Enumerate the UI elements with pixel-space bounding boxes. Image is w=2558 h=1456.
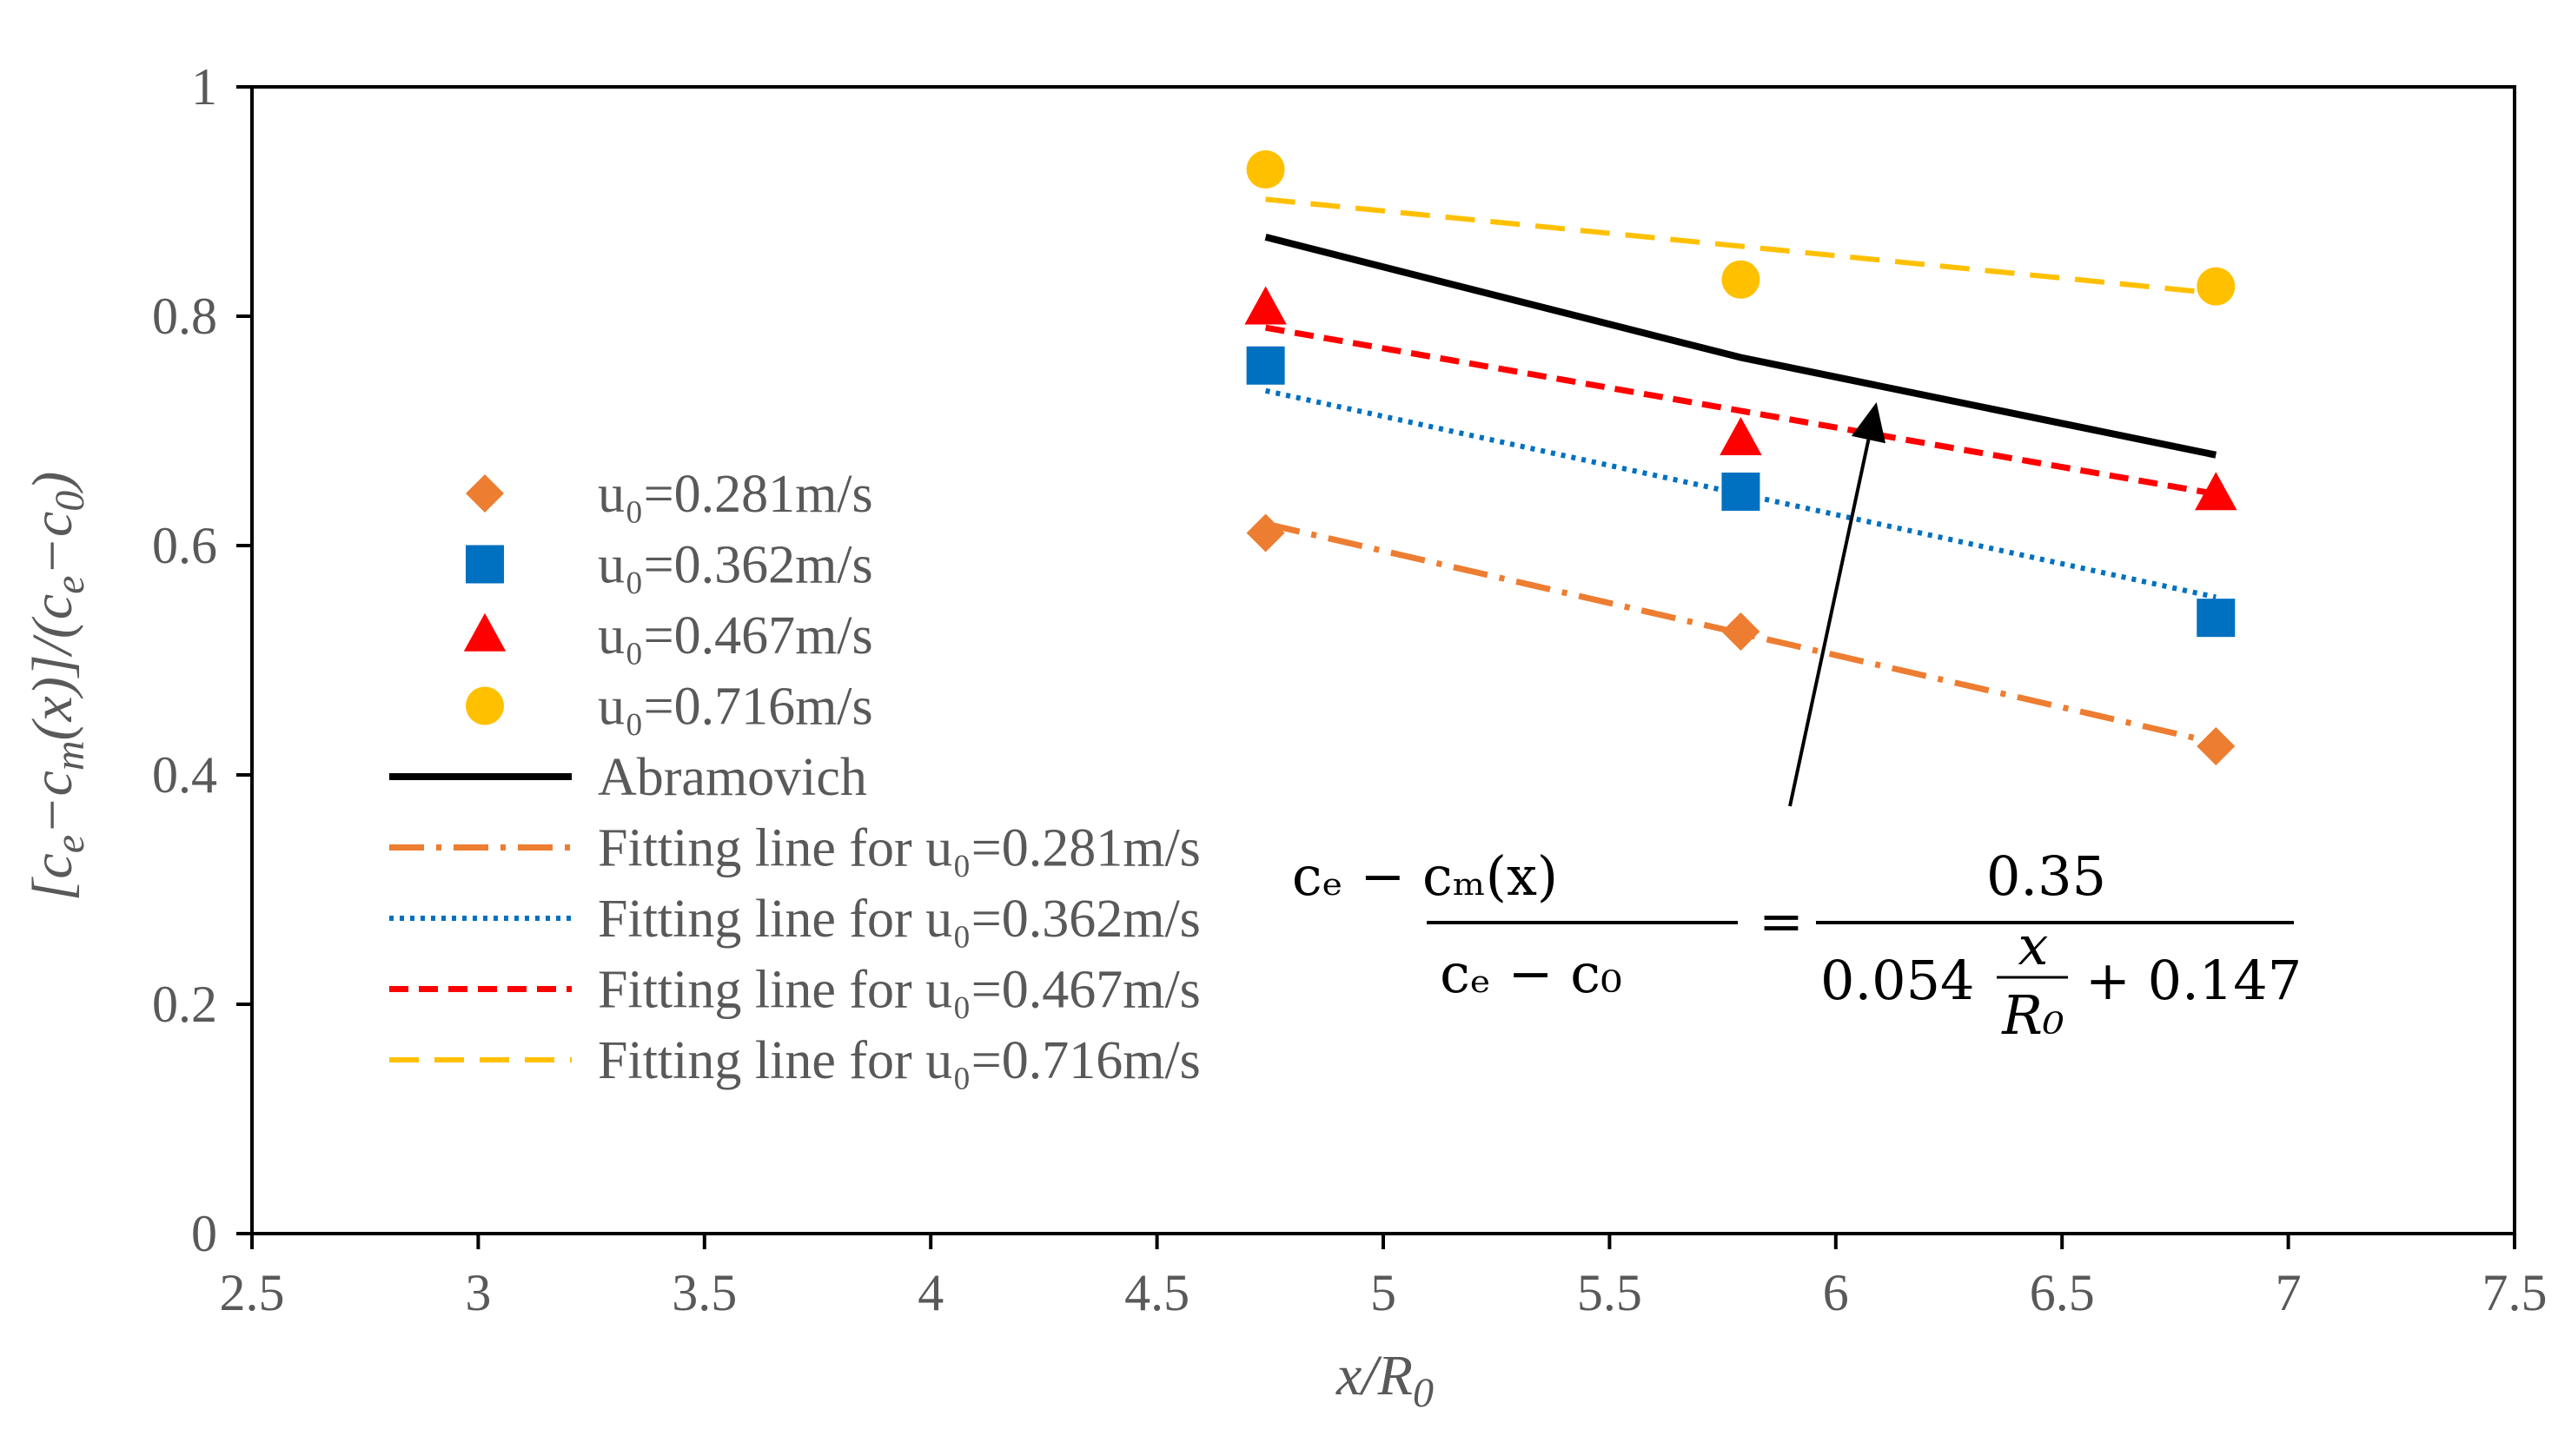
legend-label: u₀=0.467m/s <box>598 606 873 665</box>
legend-label: u₀=0.362m/s <box>598 536 873 595</box>
equation-equals: = <box>1759 890 1804 953</box>
data-point-square-u-0-362m-s <box>1246 346 1285 385</box>
x-tick-label: 7.5 <box>2482 1264 2548 1321</box>
legend-marker-diamond <box>466 474 504 513</box>
x-tick-label: 3 <box>465 1264 491 1321</box>
legend: u₀=0.281m/s u₀=0.362m/s u₀=0.467m/s u₀=0.71… <box>389 465 1201 1090</box>
legend-item-fitting-line-for-u-0-362m-s: Fitting line for u₀=0.362m/s <box>389 890 1201 949</box>
data-point-square-u-0-362m-s <box>2197 599 2236 638</box>
equation-rhs-r0: R₀ <box>2001 983 2064 1047</box>
series-markers <box>1244 150 2237 765</box>
data-point-triangle-u-0-467m-s <box>1720 416 1762 455</box>
series-lines <box>1264 196 2217 746</box>
series-line-fitting-line-for-u-0-716m-s <box>1265 196 2217 296</box>
legend-marker-triangle <box>463 612 507 652</box>
x-tick-label: 4.5 <box>1124 1264 1190 1321</box>
equation-rhs-coefficient: 0.054 <box>1820 949 1975 1012</box>
legend-label: Fitting line for u₀=0.467m/s <box>598 961 1201 1020</box>
legend-item-fitting-line-for-u-0-281m-s: Fitting line for u₀=0.281m/s <box>389 819 1201 878</box>
y-axis: 0 0.2 0.4 0.6 0.8 1 <box>152 58 252 1262</box>
equation-annotation: cₑ − cₘ(x) cₑ − c₀ = 0.35 0.054 x R₀ + 0… <box>1292 844 2302 1047</box>
data-point-triangle-u-0-467m-s <box>1244 286 1287 325</box>
x-tick-label: 6 <box>1823 1264 1849 1321</box>
x-tick-label: 2.5 <box>220 1264 285 1321</box>
legend-label: u₀=0.281m/s <box>598 465 873 524</box>
x-tick-label: 3.5 <box>672 1264 737 1321</box>
series-line-abramovich <box>1264 234 2217 459</box>
series-line-fitting-line-for-u-0-281m-s <box>1264 520 2217 746</box>
annotation-arrow <box>1788 402 1886 807</box>
legend-label: u₀=0.716m/s <box>598 678 873 737</box>
data-point-square-u-0-362m-s <box>1721 472 1760 511</box>
series-line-fitting-line-for-u-0-467m-s <box>1264 324 2217 498</box>
x-axis: 2.5 3 3.5 4 4.5 5 5.5 6 6.5 7 7.5 <box>220 1234 2548 1321</box>
data-point-circle-u-0-716m-s <box>1246 150 1285 189</box>
y-tick-label: 0.2 <box>152 976 217 1033</box>
legend-item-u-0-281m-s: u₀=0.281m/s <box>466 465 873 524</box>
legend-label: Fitting line for u₀=0.716m/s <box>598 1031 1201 1090</box>
legend-item-abramovich: Abramovich <box>389 748 867 807</box>
legend-item-fitting-line-for-u-0-467m-s: Fitting line for u₀=0.467m/s <box>389 961 1201 1020</box>
data-point-triangle-u-0-467m-s <box>2195 472 2237 511</box>
data-point-circle-u-0-716m-s <box>2197 267 2236 306</box>
data-point-circle-u-0-716m-s <box>1721 260 1760 299</box>
x-tick-label: 7 <box>2276 1264 2302 1321</box>
legend-item-u-0-362m-s: u₀=0.362m/s <box>466 536 873 595</box>
equation-lhs-denominator: cₑ − c₀ <box>1440 942 1622 1005</box>
x-tick-label: 5 <box>1370 1264 1396 1321</box>
equation-rhs-x: x <box>2018 914 2049 977</box>
data-point-diamond-u-0-281m-s <box>1246 513 1285 553</box>
legend-item-u-0-467m-s: u₀=0.467m/s <box>463 606 873 665</box>
legend-item-fitting-line-for-u-0-716m-s: Fitting line for u₀=0.716m/s <box>389 1031 1201 1090</box>
legend-label: Fitting line for u₀=0.362m/s <box>598 890 1201 949</box>
data-point-diamond-u-0-281m-s <box>1721 612 1760 651</box>
annotation-arrow-shaft <box>1788 439 1871 807</box>
x-axis-title: x/R0 <box>1335 1344 1434 1416</box>
legend-marker-circle <box>466 686 504 725</box>
legend-label: Fitting line for u₀=0.281m/s <box>598 819 1201 878</box>
y-axis-title: [ce−cm(x)]/(ce−c0) <box>21 472 93 902</box>
y-tick-label: 0.6 <box>152 517 217 574</box>
x-tick-label: 5.5 <box>1577 1264 1642 1321</box>
y-tick-label: 1 <box>191 58 217 116</box>
legend-marker-square <box>466 545 504 584</box>
y-tick-label: 0.8 <box>152 288 217 345</box>
equation-rhs-numerator: 0.35 <box>1986 844 2106 908</box>
x-tick-label: 6.5 <box>2030 1264 2095 1321</box>
plot-area <box>250 85 2516 1235</box>
y-tick-label: 0.4 <box>152 746 217 804</box>
equation-lhs-numerator: cₑ − cₘ(x) <box>1292 844 1558 908</box>
x-tick-label: 4 <box>918 1264 944 1321</box>
equation-rhs-constant: + 0.147 <box>2085 949 2302 1012</box>
legend-item-u-0-716m-s: u₀=0.716m/s <box>466 678 873 737</box>
legend-label: Abramovich <box>598 748 867 807</box>
y-tick-label: 0 <box>191 1205 217 1262</box>
data-point-diamond-u-0-281m-s <box>2197 727 2236 765</box>
annotation-arrow-head <box>1851 402 1886 444</box>
